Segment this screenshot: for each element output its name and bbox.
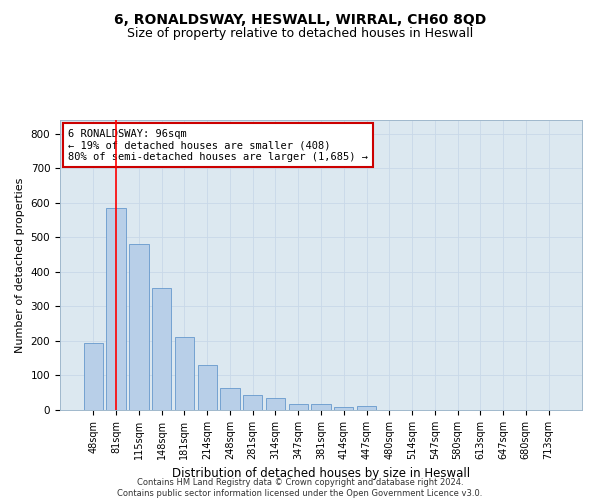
Bar	[220, 388, 239, 410]
Text: Contains HM Land Registry data © Crown copyright and database right 2024.
Contai: Contains HM Land Registry data © Crown c…	[118, 478, 482, 498]
Bar	[197, 365, 217, 410]
Bar	[106, 208, 126, 410]
Bar	[243, 395, 262, 410]
Bar	[266, 398, 285, 410]
Bar	[334, 406, 353, 410]
Bar	[129, 244, 149, 410]
Bar	[357, 406, 376, 410]
Text: Size of property relative to detached houses in Heswall: Size of property relative to detached ho…	[127, 28, 473, 40]
Bar	[84, 344, 103, 410]
Text: 6, RONALDSWAY, HESWALL, WIRRAL, CH60 8QD: 6, RONALDSWAY, HESWALL, WIRRAL, CH60 8QD	[114, 12, 486, 26]
Bar	[152, 288, 172, 410]
Bar	[289, 404, 308, 410]
Text: 6 RONALDSWAY: 96sqm
← 19% of detached houses are smaller (408)
80% of semi-detac: 6 RONALDSWAY: 96sqm ← 19% of detached ho…	[68, 128, 368, 162]
Y-axis label: Number of detached properties: Number of detached properties	[15, 178, 25, 352]
Bar	[311, 404, 331, 410]
Bar	[175, 337, 194, 410]
X-axis label: Distribution of detached houses by size in Heswall: Distribution of detached houses by size …	[172, 468, 470, 480]
